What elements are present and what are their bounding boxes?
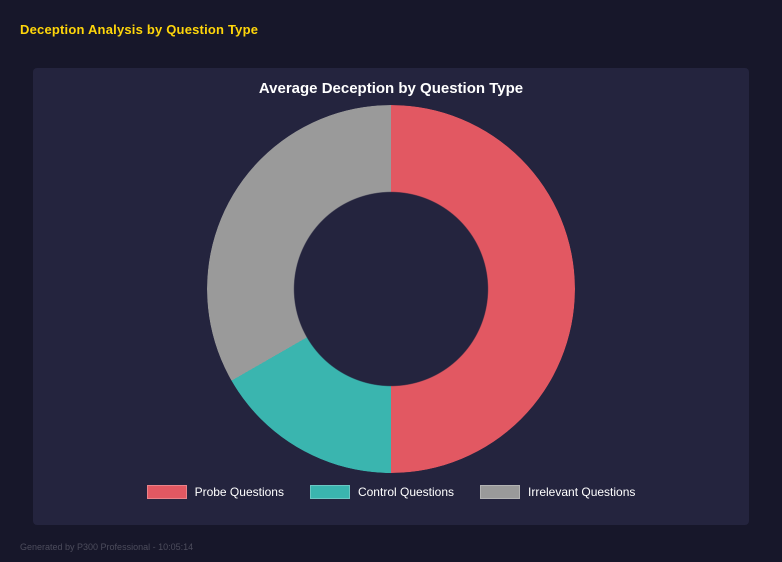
- legend-item[interactable]: Control Questions: [309, 485, 455, 499]
- footer-text: Generated by P300 Professional - 10:05:1…: [20, 542, 194, 552]
- chart-panel: Average Deception by Question Type Probe…: [33, 68, 749, 525]
- legend-label: Irrelevant Questions: [528, 485, 636, 499]
- legend-swatch: [309, 485, 350, 499]
- legend-item[interactable]: Probe Questions: [146, 485, 284, 499]
- legend-item[interactable]: Irrelevant Questions: [480, 485, 635, 499]
- legend-label: Probe Questions: [194, 485, 284, 499]
- page-title: Deception Analysis by Question Type: [20, 22, 259, 37]
- donut-chart-area: [207, 105, 575, 473]
- legend-swatch: [480, 485, 521, 499]
- legend-swatch: [146, 485, 187, 499]
- chart-legend: Probe Questions Control Questions Irreleva…: [146, 485, 635, 499]
- donut-chart: [207, 105, 575, 473]
- legend-label: Control Questions: [357, 485, 455, 499]
- chart-title: Average Deception by Question Type: [258, 80, 524, 97]
